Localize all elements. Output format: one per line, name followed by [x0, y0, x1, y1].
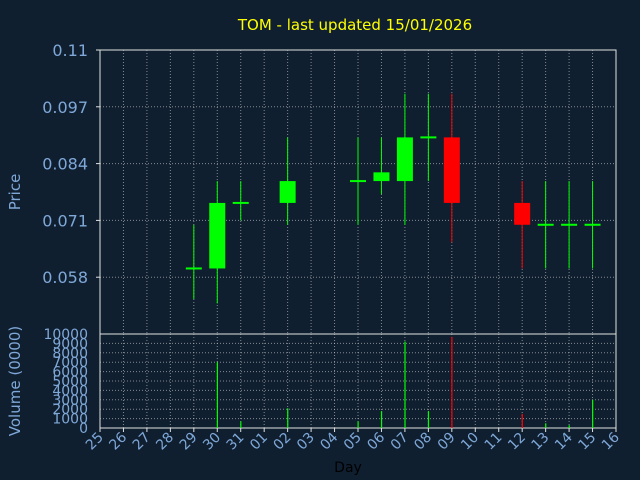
- x-tick-label: 15: [575, 430, 599, 454]
- x-tick-label: 09: [435, 430, 459, 454]
- x-tick-label: 05: [341, 430, 365, 454]
- volume-bar: [357, 421, 359, 428]
- volume-bar: [568, 425, 570, 428]
- x-tick-label: 01: [247, 430, 271, 454]
- candle-body: [561, 223, 578, 226]
- volume-tick-label: 10000: [43, 327, 88, 343]
- volume-bar: [240, 421, 242, 428]
- candle-body: [232, 201, 249, 204]
- price-tick-label: 0.097: [42, 98, 88, 117]
- x-tick-label: 27: [130, 430, 154, 454]
- candle-body: [185, 267, 202, 270]
- volume-tick-label: 9000: [52, 336, 88, 352]
- x-tick-label: 02: [271, 430, 295, 454]
- volume-axis-label: Volume (0000): [6, 326, 24, 436]
- x-tick-label: 03: [294, 430, 318, 454]
- volume-bar: [380, 411, 383, 428]
- x-tick-label: 04: [317, 429, 341, 453]
- x-tick-label: 07: [388, 430, 412, 454]
- volume-tick-label: 1000: [52, 412, 88, 428]
- candle-body: [443, 137, 460, 203]
- volume-tick-label: 8000: [52, 346, 88, 362]
- x-tick-label: 28: [153, 430, 177, 454]
- x-tick-label: 29: [177, 430, 201, 454]
- volume-tick-label: 6000: [52, 365, 88, 381]
- x-tick-label: 06: [364, 429, 388, 453]
- x-tick-label: 14: [552, 429, 576, 453]
- price-axis-label: Price: [6, 174, 24, 211]
- candle-body: [279, 181, 296, 203]
- price-tick-label: 0.071: [42, 211, 88, 230]
- x-tick-label: 31: [224, 430, 248, 454]
- volume-tick-label: 2000: [52, 402, 88, 418]
- x-tick-label: 12: [505, 430, 529, 454]
- price-tick-label: 0.058: [42, 268, 88, 287]
- volume-bar: [451, 336, 453, 428]
- candle-body: [373, 172, 390, 182]
- x-axis-label: Day: [334, 460, 362, 476]
- candle-body: [420, 136, 437, 139]
- candle-body: [350, 180, 366, 183]
- volume-tick-label: 5000: [52, 374, 88, 390]
- chart-title: TOM - last updated 15/01/2026: [237, 16, 472, 34]
- volume-tick-label: 4000: [52, 383, 88, 399]
- volume-bar: [216, 362, 218, 428]
- price-tick-label: 0.11: [52, 41, 88, 60]
- volume-bar: [521, 413, 523, 428]
- price-tick-label: 0.084: [42, 155, 88, 174]
- candle-body: [514, 202, 531, 225]
- volume-tick-label: 0: [79, 421, 88, 437]
- x-tick-label: 16: [599, 429, 623, 453]
- volume-bar: [545, 423, 547, 428]
- x-tick-label: 13: [529, 430, 553, 454]
- volume-bar: [404, 341, 406, 428]
- x-tick-label: 11: [482, 430, 506, 454]
- x-tick-label: 08: [411, 430, 435, 454]
- x-tick-label: 10: [458, 430, 482, 454]
- candle-body: [584, 223, 601, 226]
- volume-tick-label: 3000: [52, 393, 88, 409]
- volume-bar: [592, 399, 594, 428]
- candle-body: [537, 223, 554, 226]
- x-tick-label: 26: [106, 429, 130, 453]
- volume-bar: [287, 408, 289, 428]
- x-tick-label: 30: [200, 430, 224, 454]
- volume-tick-label: 7000: [52, 355, 88, 371]
- candle-body: [209, 202, 226, 269]
- candle-body: [396, 137, 413, 182]
- volume-bar: [427, 411, 430, 428]
